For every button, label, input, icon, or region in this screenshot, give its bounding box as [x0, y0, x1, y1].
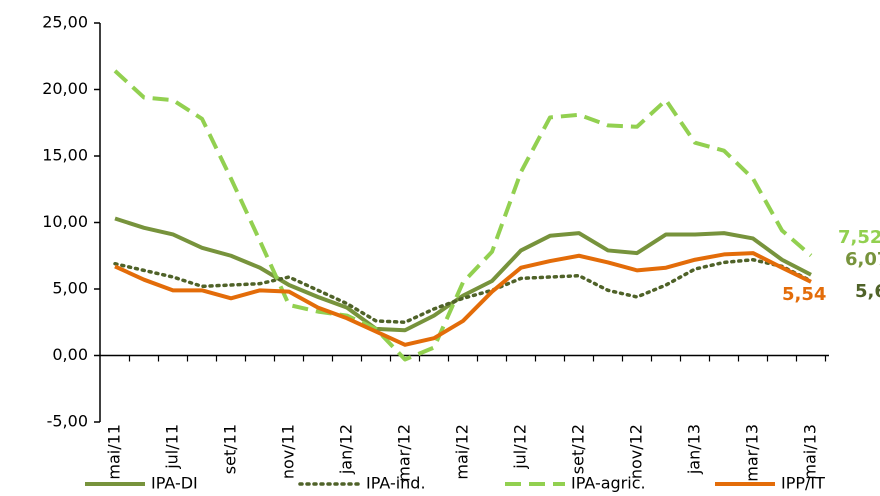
y-tick-label: 25,00	[42, 13, 88, 32]
value-label: 5,61	[855, 281, 880, 302]
series-line	[113, 69, 813, 362]
x-tick-label: mai/12	[453, 424, 472, 480]
value-label: 6,07	[845, 249, 880, 270]
y-tick-label: 10,00	[42, 212, 88, 231]
y-tick-label: -5,00	[47, 412, 88, 431]
y-tick-label: 20,00	[42, 79, 88, 98]
legend-label: IPA-agric.	[571, 474, 646, 493]
x-tick-label: mai/13	[801, 424, 820, 480]
x-tick-label: jan/12	[337, 424, 356, 475]
x-tick-label: mai/11	[105, 424, 124, 480]
x-tick-label: nov/12	[627, 424, 646, 479]
value-label: 5,54	[782, 284, 826, 305]
legend-label: IPA-ind.	[366, 474, 426, 493]
series-line	[113, 257, 813, 324]
legend-label: IPA-DI	[151, 474, 198, 493]
x-tick-label: nov/11	[279, 424, 298, 479]
y-tick-label: 15,00	[42, 146, 88, 165]
y-tick-label: 0,00	[52, 345, 88, 364]
series-line	[114, 251, 812, 347]
x-tick-label: set/11	[221, 424, 240, 474]
x-tick-label: jul/12	[511, 424, 530, 470]
value-label: 7,52	[838, 227, 880, 248]
x-tick-label: jul/11	[163, 424, 182, 470]
x-tick-label: set/12	[569, 424, 588, 474]
legend-label: IPP/IT	[781, 474, 825, 493]
x-tick-label: mar/13	[743, 424, 762, 482]
y-tick-label: 5,00	[52, 279, 88, 298]
x-tick-label: jan/13	[685, 424, 704, 475]
x-tick-label: mar/12	[395, 424, 414, 482]
series-line	[114, 216, 812, 333]
